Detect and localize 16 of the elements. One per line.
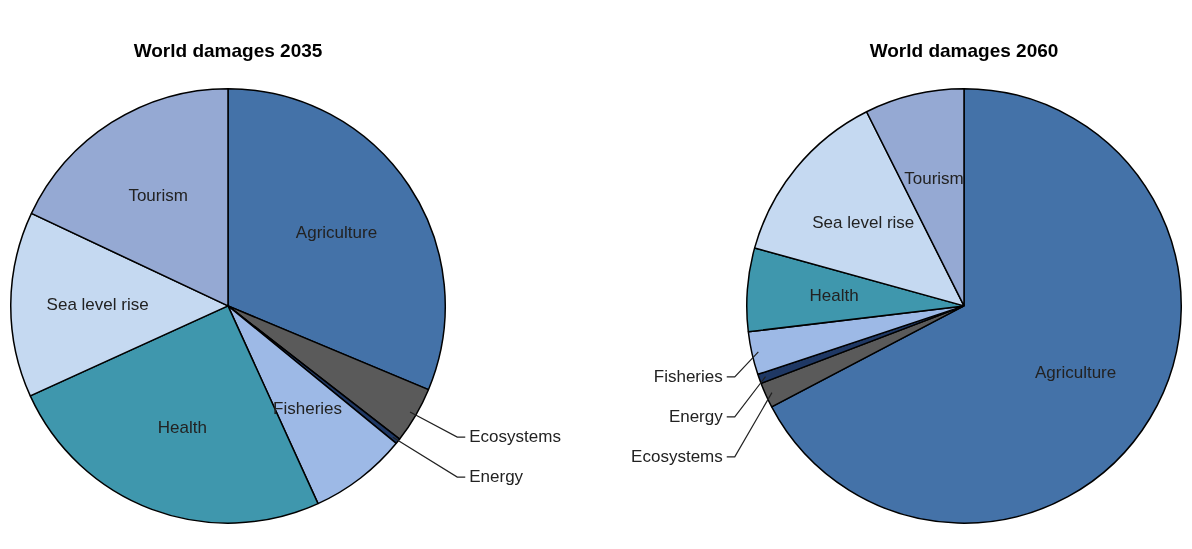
slice-label: Fisheries (273, 398, 343, 418)
slice-label: Sea level rise (812, 212, 915, 232)
chart-title: World damages 2035 (133, 39, 323, 61)
slice-label: Agriculture (295, 223, 378, 243)
slice-label: Health (809, 285, 859, 305)
slice-label: Agriculture (1034, 363, 1117, 382)
slice-label: Tourism (128, 185, 188, 205)
slice-label: Tourism (904, 168, 964, 188)
slice-label: Energy (469, 466, 524, 486)
slice-label: Health (157, 417, 207, 437)
slice-label: Energy (668, 406, 724, 426)
chart-title: World damages 2060 (869, 39, 1059, 61)
slice-label: Fisheries (653, 366, 723, 386)
slice-label: Ecosystems (469, 426, 561, 446)
slice-label: Ecosystems (631, 446, 723, 466)
slice-label: Sea level rise (46, 294, 149, 314)
